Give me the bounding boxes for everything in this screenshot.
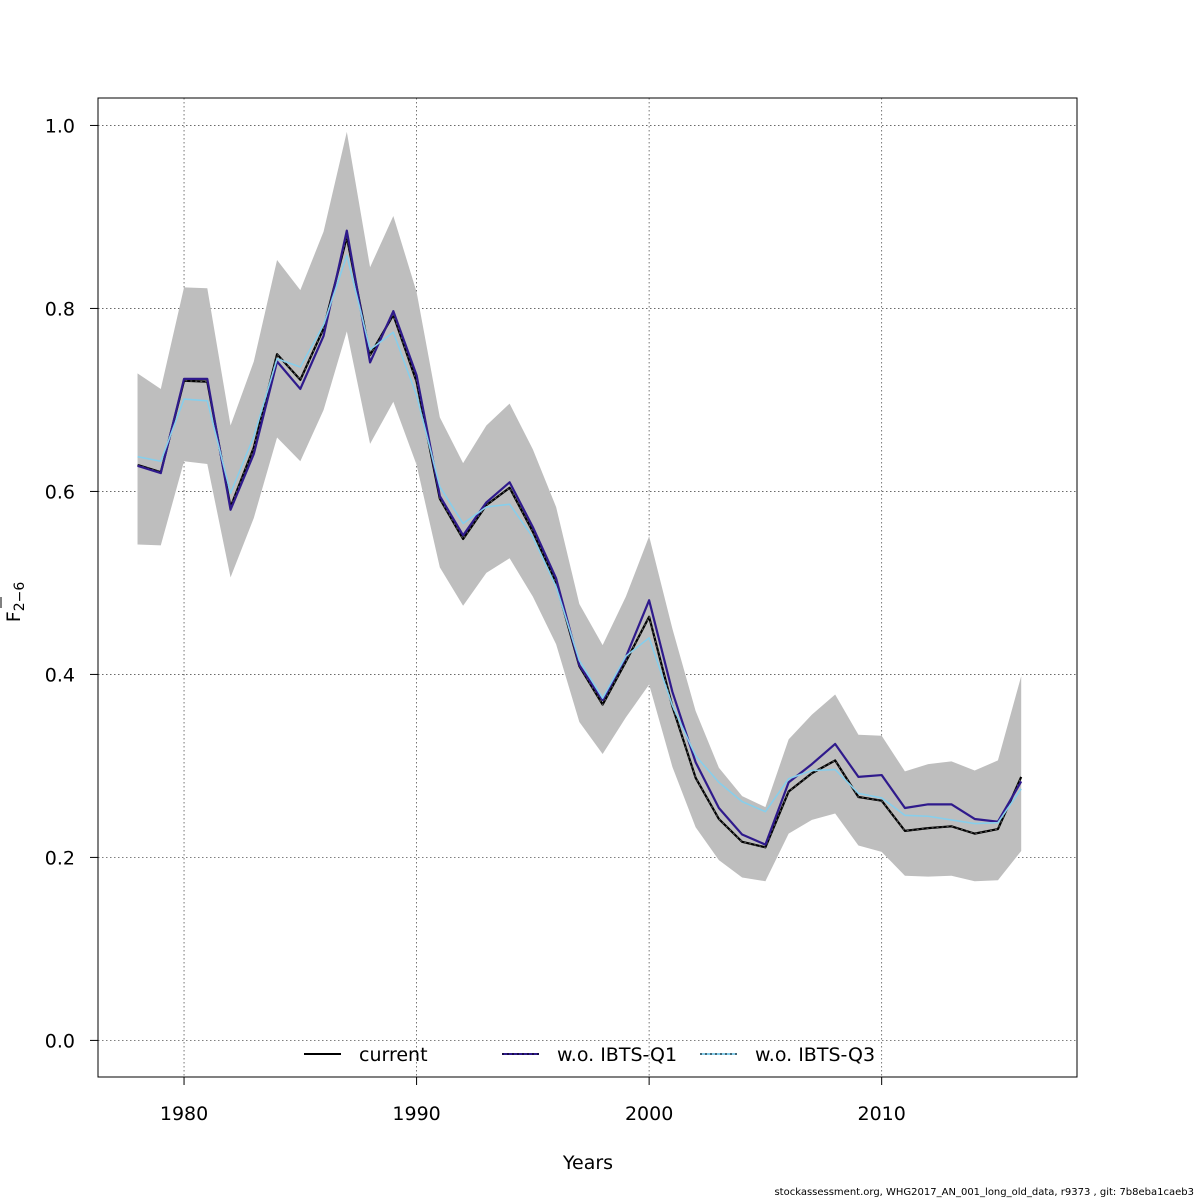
x-axis: 1980 1990 2000 2010 <box>160 1077 906 1125</box>
x-tick-label: 1990 <box>392 1103 440 1125</box>
x-tick-label: 2000 <box>625 1103 673 1125</box>
y-axis-title: F2−6 <box>0 582 28 623</box>
y-tick-label: 0.0 <box>45 1030 75 1052</box>
y-tick-label: 0.6 <box>45 481 75 503</box>
series-lines <box>137 229 1023 849</box>
x-tick-label: 1980 <box>160 1103 208 1125</box>
y-axis-title-subscript: 2−6 <box>12 582 28 612</box>
series-line-w-o-ibts-q3 <box>137 254 1022 825</box>
plot-frame <box>97 97 1078 1078</box>
svg-text:F2−6: F2−6 <box>3 582 28 623</box>
legend-label-w-o-ibts-q3: w.o. IBTS-Q3 <box>755 1044 875 1066</box>
legend-label-w-o-ibts-q1: w.o. IBTS-Q1 <box>557 1044 677 1066</box>
legend: current w.o. IBTS-Q1 w.o. IBTS-Q3 <box>304 1044 875 1066</box>
confidence-band <box>137 131 1022 882</box>
y-tick-label: 0.2 <box>45 847 75 869</box>
grid-lines <box>98 98 1077 1077</box>
y-axis-title-main: F <box>3 611 25 622</box>
series-line-w-o-ibts-q1 <box>137 229 1023 846</box>
y-axis: 0.0 0.2 0.4 0.6 0.8 1.0 <box>45 115 98 1052</box>
footer-text: stockassessment.org, WHG2017_AN_001_long… <box>774 1187 1194 1198</box>
y-tick-label: 0.4 <box>45 664 75 686</box>
y-tick-label: 1.0 <box>45 115 75 137</box>
x-axis-title: Years <box>562 1152 613 1174</box>
legend-label-current: current <box>359 1044 428 1066</box>
x-tick-label: 2010 <box>857 1103 905 1125</box>
y-tick-label: 0.8 <box>45 298 75 320</box>
